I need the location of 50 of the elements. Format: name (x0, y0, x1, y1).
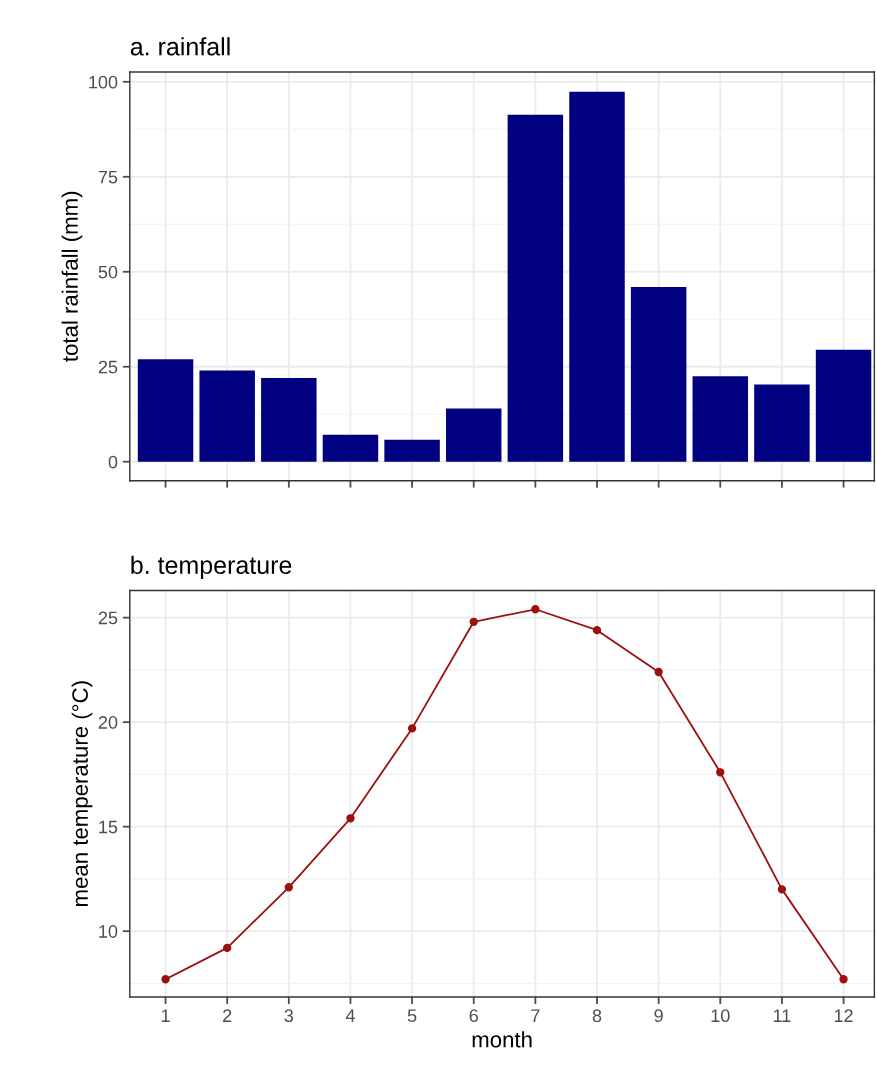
y-tick-label: 15 (99, 820, 118, 834)
y-tick-label: 20 (98, 716, 118, 729)
point (654, 667, 663, 677)
x-axis-title: month (472, 1031, 532, 1048)
chart-title: a. rainfall (130, 37, 230, 56)
x-tick-label: 12 (834, 1009, 853, 1022)
x-tick-label: 4 (345, 1009, 355, 1022)
bar (569, 91, 625, 462)
x-tick-label: 3 (284, 1009, 294, 1023)
y-tick-label: 25 (98, 611, 118, 625)
point (346, 814, 355, 823)
point (777, 885, 787, 894)
y-axis-title: total rainfall (mm) (61, 191, 83, 362)
x-tick-label: 2 (223, 1009, 232, 1022)
bar (137, 359, 194, 462)
x-tick-label: 11 (773, 1009, 791, 1022)
point (223, 943, 232, 953)
x-tick-label: 8 (592, 1009, 602, 1023)
y-tick-label: 50 (98, 265, 118, 279)
point (161, 975, 170, 984)
point (284, 883, 293, 892)
bar (630, 286, 687, 462)
y-tick-label: 10 (99, 925, 118, 938)
y-tick-label: 0 (108, 455, 118, 469)
y-tick-label: 25 (98, 360, 118, 374)
x-tick-label: 7 (531, 1009, 540, 1022)
bar (815, 349, 872, 462)
x-tick-label: 10 (711, 1009, 730, 1023)
bar (199, 370, 255, 462)
point (839, 975, 848, 984)
x-tick-label: 1 (161, 1009, 170, 1022)
bar (507, 114, 564, 462)
point (531, 605, 540, 614)
chart-title: b. temperature (131, 555, 292, 579)
x-tick-label: 9 (654, 1009, 663, 1023)
bar (445, 408, 502, 462)
bar (754, 384, 810, 462)
x-tick-label: 6 (469, 1009, 478, 1023)
bar (384, 439, 440, 462)
x-tick-label: 5 (407, 1009, 417, 1023)
bar (261, 378, 317, 462)
point (407, 724, 417, 733)
point (469, 617, 478, 626)
y-axis-title: mean temperature (°C) (71, 681, 93, 906)
bar (692, 376, 749, 462)
point (592, 626, 602, 635)
y-tick-label: 75 (98, 170, 118, 184)
point (716, 768, 725, 777)
bar (322, 434, 379, 462)
y-tick-label: 100 (89, 75, 118, 89)
